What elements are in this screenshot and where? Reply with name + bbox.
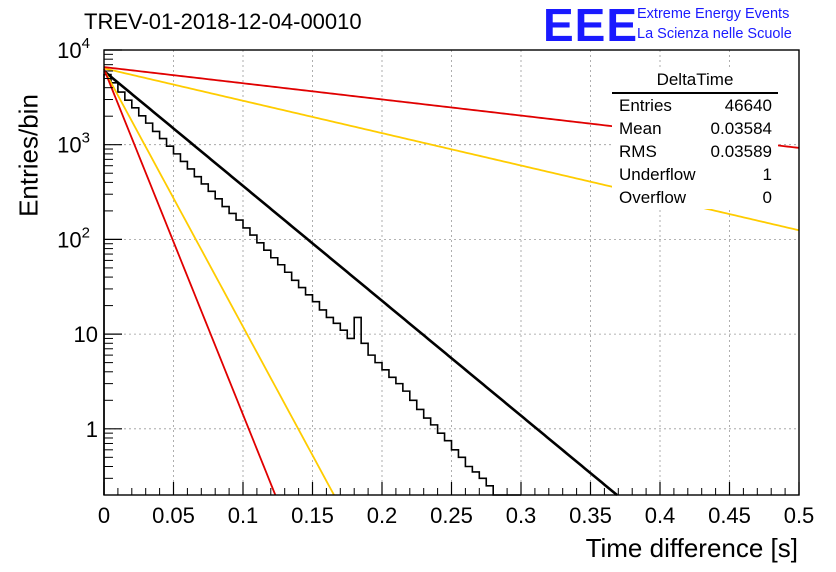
stats-row: Entries 46640 [612, 94, 778, 117]
x-tick-label: 0.45 [708, 503, 751, 528]
y-tick-label: 10 [74, 322, 98, 347]
histogram-outline [103, 73, 521, 496]
fit-curve [103, 70, 618, 497]
x-tick-label: 0.2 [367, 503, 398, 528]
stats-value: 0.03589 [710, 142, 772, 161]
histogram [103, 73, 521, 496]
y-tick-label: 104 [57, 35, 90, 63]
stats-label: Mean [619, 119, 662, 138]
stats-value: 46640 [724, 96, 772, 115]
fit-curve [103, 68, 277, 496]
x-tick-label: 0.1 [228, 503, 259, 528]
chart-title: TREV-01-2018-12-04-00010 [84, 9, 362, 34]
y-tick-label: 1 [86, 417, 98, 442]
x-tick-label: 0.3 [506, 503, 537, 528]
logo-caption: Extreme Energy Events La Scienza nelle S… [637, 4, 792, 44]
y-axis-label: Entries/bin [13, 94, 44, 217]
x-tick-labels: 0 0.05 0.1 0.15 0.2 0.25 0.3 0.35 0.4 0.45 0.5 [98, 503, 814, 528]
stats-value: 1 [762, 165, 772, 184]
axis-ticks [103, 49, 800, 496]
x-tick-label: 0.4 [645, 503, 676, 528]
stats-box: DeltaTime Entries 46640 Mean 0.03584 RMS 0.… [612, 70, 778, 209]
stats-row: Underflow 1 [612, 163, 778, 186]
logo-caption-line-1: Extreme Energy Events [637, 6, 790, 22]
x-tick-label: 0.05 [152, 503, 195, 528]
stats-label: RMS [619, 142, 657, 161]
x-tick-label: 0 [98, 503, 110, 528]
stats-value: 0.03584 [710, 119, 772, 138]
eee-logo: EEE [543, 0, 639, 51]
logo-caption-line-2: La Scienza nelle Scuole [637, 26, 792, 42]
x-tick-label: 0.25 [430, 503, 473, 528]
y-axis-label-wrap: Entries/bin [14, 94, 44, 217]
y-tick-label: 102 [57, 224, 90, 252]
stats-row: RMS 0.03589 [612, 140, 778, 163]
stats-row: Mean 0.03584 [612, 117, 778, 140]
y-tick-label: 103 [57, 130, 90, 158]
x-axis-label: Time difference [s] [585, 533, 798, 563]
y-tick-labels: 1 10 102 103 104 [57, 35, 98, 442]
stats-label: Underflow [619, 165, 696, 184]
x-tick-label: 0.35 [569, 503, 612, 528]
stats-row: Overflow 0 [612, 186, 778, 209]
stats-label: Overflow [619, 188, 687, 207]
stats-title: DeltaTime [612, 70, 778, 94]
x-tick-label: 0.15 [291, 503, 334, 528]
x-tick-label: 0.5 [784, 503, 815, 528]
fit-curve [103, 69, 335, 496]
stats-label: Entries [619, 96, 672, 115]
stats-value: 0 [762, 188, 772, 207]
